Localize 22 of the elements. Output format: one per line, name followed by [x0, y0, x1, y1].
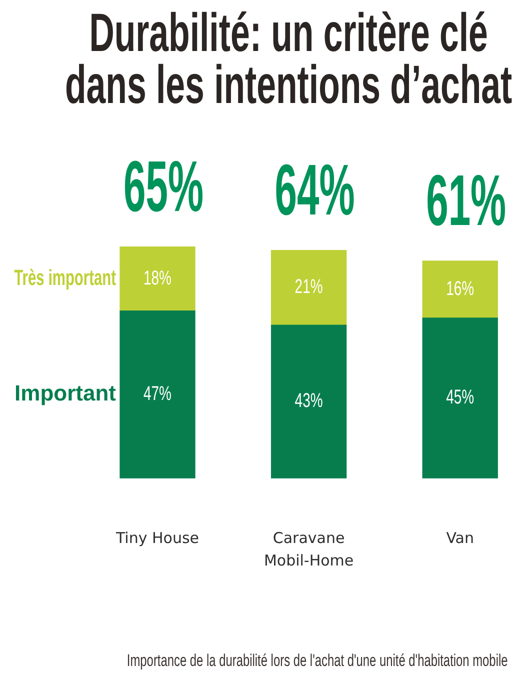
data-label: 18%: [144, 266, 172, 289]
series-label: Important: [14, 380, 117, 406]
data-label: 16%: [446, 276, 474, 300]
total-label: 65%: [124, 146, 204, 227]
bar: [270, 250, 347, 326]
bar: [120, 310, 196, 478]
text: Importance de la durabilité lors de l'achat d'une unité d'habitation mobile: [127, 650, 508, 672]
total-label: 64%: [274, 150, 355, 230]
bar: [270, 324, 347, 478]
data-label: 43%: [294, 388, 323, 412]
data-label: 21%: [294, 274, 323, 298]
data-label: 45%: [446, 384, 474, 408]
data-label: 47%: [144, 381, 172, 405]
x-tick-label: Van: [446, 529, 474, 548]
series-label: Très important: [14, 264, 116, 290]
chart-title: Durabilité: un critère clé dans les intentions d’achat: [64, 3, 512, 115]
x-tick-label: Caravane Mobil-Home: [264, 529, 354, 570]
total-label: 61%: [426, 160, 506, 242]
x-tick-label: Tiny House: [114, 529, 200, 548]
bar: [422, 260, 498, 318]
bar: [422, 318, 498, 478]
bar: [120, 246, 196, 312]
